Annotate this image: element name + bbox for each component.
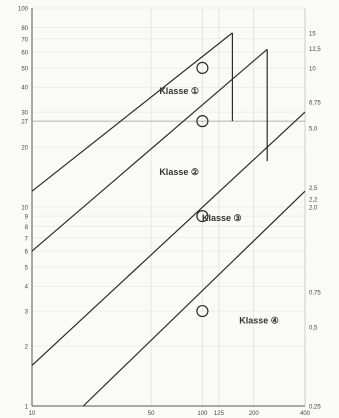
x-tick-label: 400 <box>300 411 311 417</box>
marker-circle-2 <box>196 115 209 128</box>
series-line-1 <box>31 32 233 192</box>
marker-circle-3 <box>196 210 209 223</box>
y-tick-label: 7 <box>25 236 29 242</box>
y-tick-label: 40 <box>21 86 28 92</box>
right-tick-label: 6,75 <box>309 100 321 106</box>
series-label-3: Klasse ③ <box>202 213 242 223</box>
y-tick-label: 4 <box>25 285 29 291</box>
y-tick-label: 20 <box>21 146 28 152</box>
x-tick-label: 100 <box>197 411 208 417</box>
x-tick-label: 10 <box>29 411 36 417</box>
right-tick-label: 0,25 <box>309 405 321 411</box>
right-tick-label: 0,75 <box>309 290 321 296</box>
y-tick-label: 100 <box>18 7 29 13</box>
series-label-4: Klasse ④ <box>239 315 279 325</box>
right-tick-label: 0,5 <box>309 325 318 331</box>
y-tick-label: 70 <box>21 37 28 43</box>
right-tick-label: 15 <box>309 31 316 37</box>
marker-circle-4 <box>196 304 209 318</box>
right-tick-label: 2,5 <box>309 186 318 192</box>
y-tick-label: 30 <box>21 111 28 117</box>
x-tick-label: 200 <box>249 411 260 417</box>
right-tick-label: 2,0 <box>309 206 318 212</box>
series-line-2 <box>31 48 268 252</box>
right-tick-label: 2,2 <box>309 197 318 203</box>
series-markers <box>196 61 209 318</box>
y-tick-label: 9 <box>25 215 29 221</box>
y-tick-label: 1 <box>25 405 29 411</box>
y-tick-label: 2 <box>25 345 29 351</box>
y-tick-label: 8 <box>25 225 29 231</box>
grid <box>31 7 306 407</box>
series-line-3 <box>31 111 306 366</box>
series-labels: Klasse ① Klasse ② Klasse ③ Klasse ④ <box>159 86 279 325</box>
series-line-4 <box>82 190 306 407</box>
x-tick-label: 50 <box>148 411 155 417</box>
right-tick-label: 5,0 <box>309 126 318 132</box>
y-tick-label: 80 <box>21 26 28 32</box>
tick-labels: 1 2 3 4 5 6 7 8 9 10 20 27 30 40 50 60 70 80 100 15 12,5 10 6,… <box>18 7 321 418</box>
x-tick-label: 125 <box>214 411 225 417</box>
y-tick-label: 10 <box>21 206 28 212</box>
series-lines <box>31 32 306 407</box>
y-tick-label: 50 <box>21 66 28 72</box>
right-tick-label: 12,5 <box>309 47 321 53</box>
right-tick-label: 10 <box>309 66 316 72</box>
y-tick-label: 5 <box>25 265 29 271</box>
y-tick-label: 3 <box>25 310 29 316</box>
series-label-1: Klasse ① <box>159 86 199 96</box>
series-label-2: Klasse ② <box>159 167 199 177</box>
axis-frame <box>31 8 306 407</box>
y-tick-label: 27 <box>21 120 28 126</box>
y-tick-label: 60 <box>21 51 28 57</box>
y-tick-label: 6 <box>25 250 29 256</box>
marker-circle-1 <box>196 61 209 75</box>
